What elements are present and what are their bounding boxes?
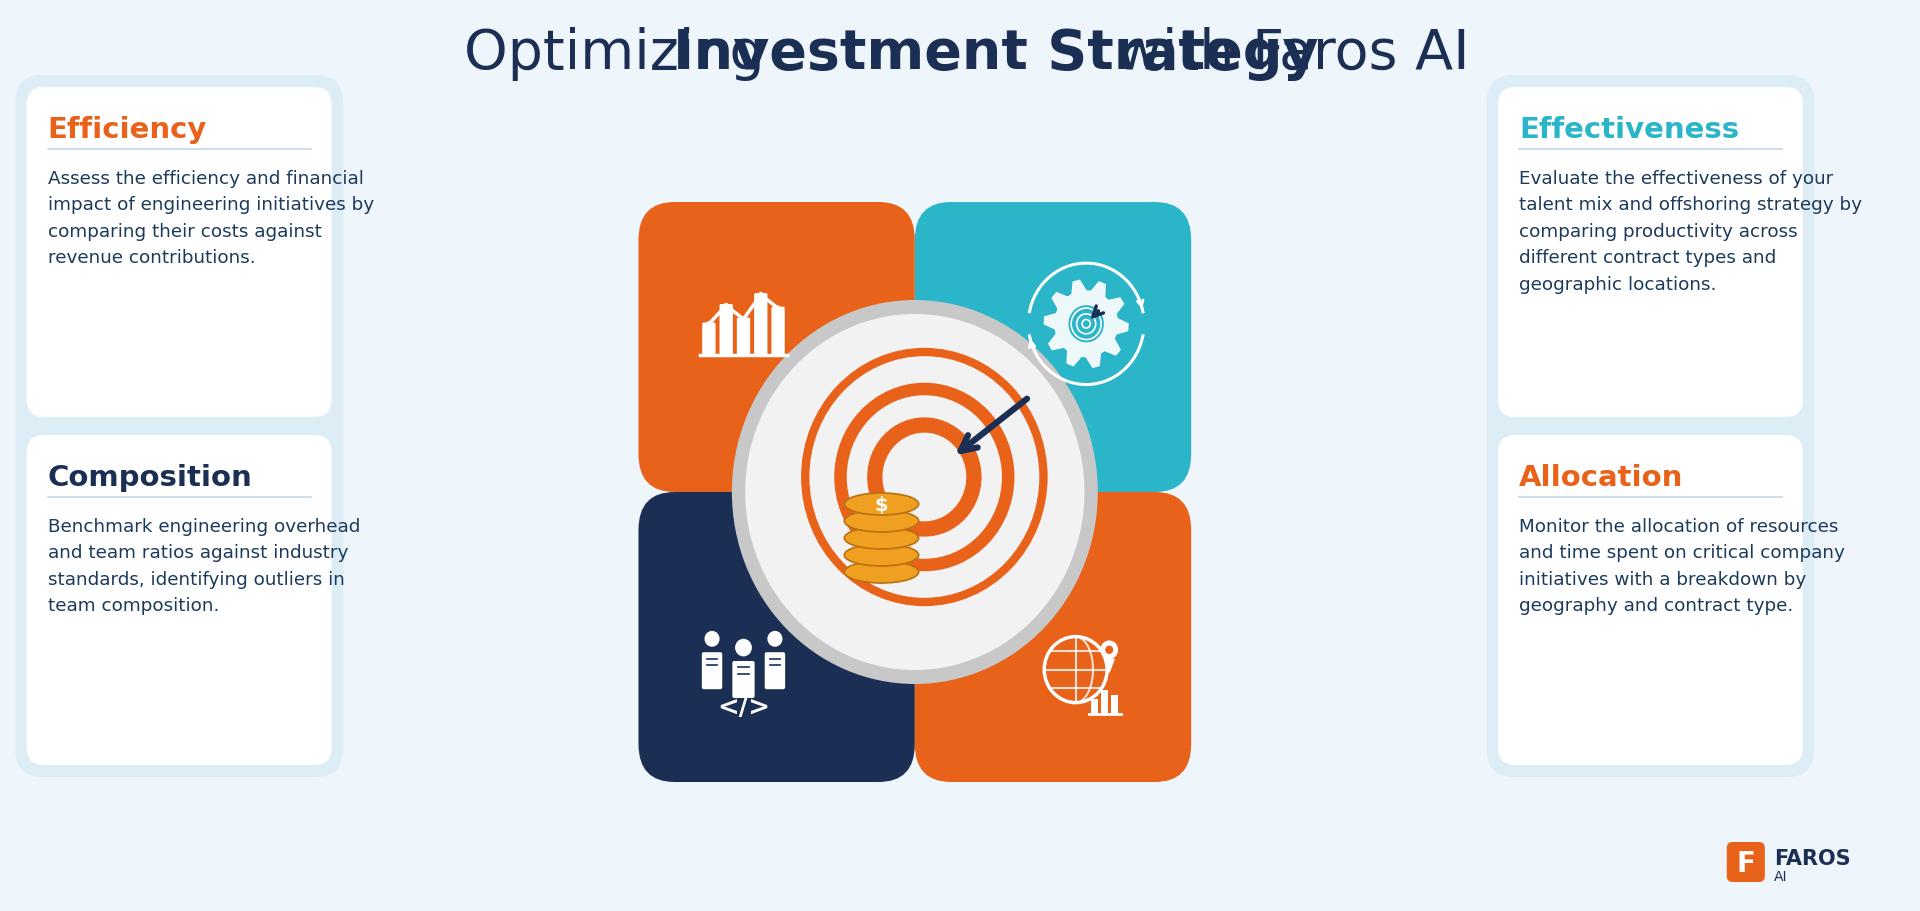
- FancyBboxPatch shape: [720, 304, 733, 357]
- Circle shape: [705, 631, 720, 647]
- FancyBboxPatch shape: [914, 203, 1190, 493]
- Polygon shape: [1104, 660, 1114, 672]
- Text: $: $: [876, 495, 889, 514]
- Circle shape: [745, 314, 1085, 670]
- Text: F: F: [1736, 849, 1755, 877]
- Text: Allocation: Allocation: [1519, 464, 1684, 491]
- FancyBboxPatch shape: [27, 87, 332, 417]
- Text: AI: AI: [1774, 869, 1788, 883]
- Circle shape: [1100, 640, 1117, 660]
- Text: Evaluate the effectiveness of your
talent mix and offshoring strategy by
compari: Evaluate the effectiveness of your talen…: [1519, 169, 1862, 293]
- Circle shape: [735, 640, 753, 657]
- Bar: [1102, 691, 1108, 714]
- FancyBboxPatch shape: [737, 318, 751, 357]
- FancyBboxPatch shape: [703, 323, 716, 357]
- Text: FAROS: FAROS: [1774, 848, 1851, 868]
- Circle shape: [1068, 306, 1104, 343]
- FancyBboxPatch shape: [1726, 842, 1764, 882]
- Text: Efficiency: Efficiency: [48, 116, 207, 144]
- Ellipse shape: [845, 545, 918, 567]
- Circle shape: [741, 317, 747, 322]
- Text: Benchmark engineering overhead
and team ratios against industry
standards, ident: Benchmark engineering overhead and team …: [48, 517, 361, 615]
- FancyBboxPatch shape: [764, 652, 785, 690]
- Circle shape: [768, 631, 783, 647]
- Text: Investment Strategy: Investment Strategy: [674, 27, 1319, 81]
- Ellipse shape: [845, 494, 918, 516]
- FancyBboxPatch shape: [27, 435, 332, 765]
- Bar: [1091, 699, 1098, 714]
- FancyBboxPatch shape: [914, 493, 1190, 783]
- FancyBboxPatch shape: [639, 203, 914, 493]
- Ellipse shape: [845, 510, 918, 532]
- FancyBboxPatch shape: [639, 493, 914, 783]
- FancyBboxPatch shape: [755, 293, 768, 357]
- FancyBboxPatch shape: [1486, 76, 1814, 777]
- Circle shape: [707, 322, 712, 327]
- Circle shape: [776, 306, 781, 312]
- Text: Monitor the allocation of resources
and time spent on critical company
initiativ: Monitor the allocation of resources and …: [1519, 517, 1845, 615]
- Text: Effectiveness: Effectiveness: [1519, 116, 1740, 144]
- Circle shape: [724, 303, 730, 309]
- Bar: [1112, 696, 1117, 714]
- Text: with Faros AI: with Faros AI: [1098, 27, 1469, 81]
- Text: Optimizing: Optimizing: [465, 27, 781, 81]
- Ellipse shape: [845, 561, 918, 583]
- Text: </>: </>: [716, 694, 770, 721]
- Ellipse shape: [845, 527, 918, 549]
- Text: Composition: Composition: [48, 464, 252, 491]
- FancyBboxPatch shape: [772, 307, 785, 357]
- Circle shape: [1106, 646, 1114, 654]
- Polygon shape: [1044, 281, 1129, 368]
- Circle shape: [732, 301, 1098, 684]
- FancyBboxPatch shape: [1498, 87, 1803, 417]
- FancyBboxPatch shape: [732, 661, 755, 698]
- Text: Assess the efficiency and financial
impact of engineering initiatives by
compari: Assess the efficiency and financial impa…: [48, 169, 374, 267]
- FancyBboxPatch shape: [703, 652, 722, 690]
- FancyBboxPatch shape: [15, 76, 344, 777]
- FancyBboxPatch shape: [1498, 435, 1803, 765]
- Circle shape: [758, 292, 764, 298]
